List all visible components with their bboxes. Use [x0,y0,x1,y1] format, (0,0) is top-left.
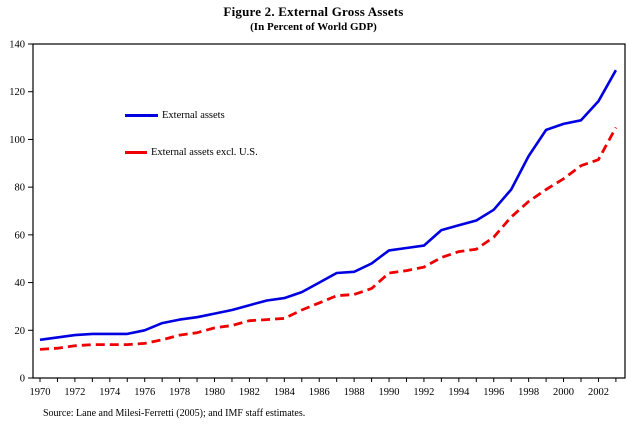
y-axis-tick-label: 0 [20,374,25,385]
y-axis-tick-label: 80 [15,183,26,194]
x-axis-tick-label: 1998 [518,387,539,398]
plot-frame [32,43,626,379]
y-axis-tick-label: 20 [15,326,26,337]
x-axis-tick-label: 1970 [30,387,51,398]
legend-label-external-assets: External assets [162,109,225,121]
x-axis-tick-label: 1982 [239,387,260,398]
legend-item-external-assets: External assets [125,107,258,123]
x-axis-tick-label: 1994 [448,387,470,398]
x-axis-tick-label: 1996 [483,387,504,398]
x-axis-tick-label: 1986 [309,387,330,398]
x-axis-tick-label: 1974 [99,387,121,398]
x-axis-tick-label: 1984 [274,387,296,398]
y-axis-tick-label: 120 [9,87,25,98]
series-line-external-assets-excl-us [39,126,618,351]
chart-title: Figure 2. External Gross Assets [223,4,404,19]
series-line-external-assets [39,69,618,342]
x-axis-tick-label: 1980 [204,387,225,398]
x-axis-tick-label: 2000 [553,387,574,398]
legend-label-external-assets-excl-us: External assets excl. U.S. [151,146,258,158]
chart-subtitle: (In Percent of World GDP) [250,21,377,33]
x-axis-tick-label: 1978 [169,387,190,398]
source-note: Source: Lane and Milesi-Ferretti (2005);… [43,408,306,419]
x-axis-tick-label: 1990 [379,387,400,398]
y-axis-tick-label: 100 [9,135,25,146]
y-axis-tick-label: 140 [9,40,25,51]
x-axis-tick-label: 1972 [64,387,85,398]
legend-line-sample-solid-blue-icon [125,113,158,117]
x-axis-tick-label: 1992 [413,387,434,398]
y-axis-tick-label: 60 [15,230,26,241]
legend-item-external-assets-excl-us: External assets excl. U.S. [125,144,258,160]
x-axis-tick-label: 1988 [344,387,365,398]
legend-line-sample-dashed-red-icon [125,150,147,154]
chart-legend: External assets External assets excl. U.… [125,107,258,160]
x-axis-tick-label: 1976 [134,387,155,398]
y-axis-tick-label: 40 [15,278,26,289]
x-axis-tick-label: 2002 [588,387,609,398]
